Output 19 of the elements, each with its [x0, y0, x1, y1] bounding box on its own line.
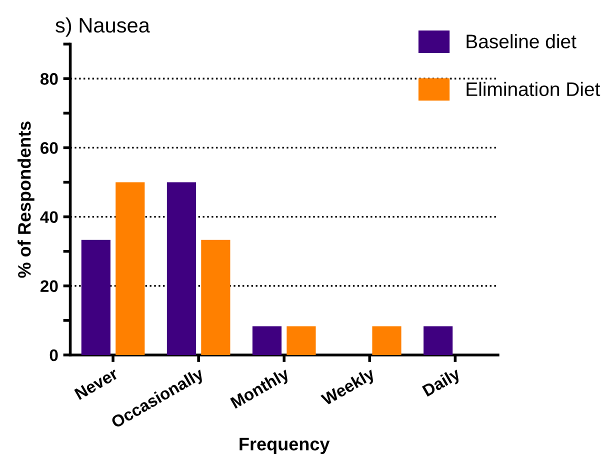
- legend-label: Baseline diet: [466, 34, 576, 48]
- bar: [372, 326, 402, 355]
- y-tick-label: 0: [50, 349, 58, 362]
- bar: [81, 240, 110, 355]
- bar: [166, 182, 196, 355]
- y-tick-label: 60: [40, 142, 58, 154]
- legend-label: Elimination Diet: [466, 82, 600, 96]
- chart-title: s) Nausea: [56, 17, 150, 37]
- bar: [252, 326, 282, 355]
- x-axis-title: Frequency: [240, 438, 330, 454]
- y-axis-title: % of Respondents: [18, 122, 34, 278]
- bar: [424, 326, 453, 355]
- y-tick-label: 40: [40, 211, 58, 223]
- bar: [201, 240, 230, 355]
- y-tick-label: 80: [40, 73, 58, 85]
- y-tick-label: 20: [40, 280, 58, 292]
- x-tick-label: Daily: [422, 366, 463, 400]
- bar: [286, 326, 316, 355]
- bar: [116, 182, 145, 355]
